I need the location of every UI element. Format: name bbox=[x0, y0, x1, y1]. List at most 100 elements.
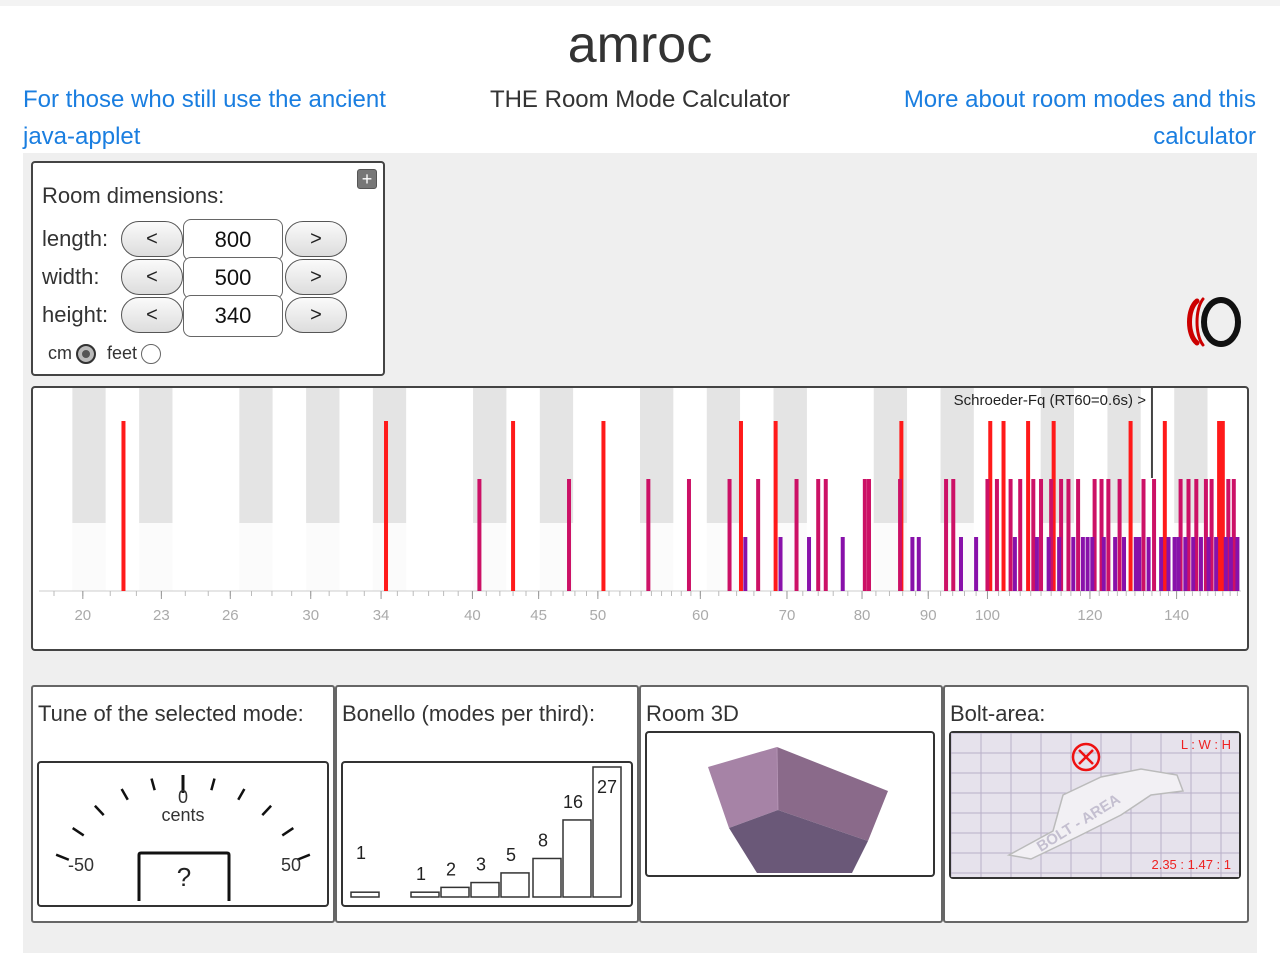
mode-bar-oblique[interactable] bbox=[1071, 537, 1076, 591]
mode-bar-tangential[interactable] bbox=[794, 479, 799, 591]
mode-bar-tangential[interactable] bbox=[1099, 479, 1104, 591]
mode-bar-oblique[interactable] bbox=[1235, 537, 1240, 591]
mode-bar-tangential[interactable] bbox=[567, 479, 572, 591]
mode-bar-axial[interactable] bbox=[1162, 421, 1167, 591]
mode-bar-tangential[interactable] bbox=[727, 479, 732, 591]
length-increase-button[interactable]: > bbox=[285, 221, 347, 257]
mode-bar-oblique[interactable] bbox=[1101, 537, 1106, 591]
mode-bar-tangential[interactable] bbox=[816, 479, 821, 591]
mode-bar-tangential[interactable] bbox=[1066, 479, 1071, 591]
feet-radio[interactable] bbox=[141, 344, 162, 365]
mode-bar-oblique[interactable] bbox=[910, 537, 915, 591]
mode-bar-oblique[interactable] bbox=[1012, 537, 1017, 591]
mode-bar-oblique[interactable] bbox=[1206, 537, 1211, 591]
mode-bar-tangential[interactable] bbox=[1152, 479, 1157, 591]
mode-bar-tangential[interactable] bbox=[1018, 479, 1023, 591]
mode-bar-tangential[interactable] bbox=[1039, 479, 1044, 591]
length-decrease-button[interactable]: < bbox=[121, 221, 183, 257]
mode-bar-oblique[interactable] bbox=[1137, 537, 1142, 591]
mode-bar-oblique[interactable] bbox=[1214, 537, 1219, 591]
mode-bar-oblique[interactable] bbox=[1133, 537, 1138, 591]
height-input[interactable]: 340 bbox=[183, 295, 283, 337]
mode-bar-tangential[interactable] bbox=[944, 479, 949, 591]
mode-bar-tangential[interactable] bbox=[1209, 479, 1214, 591]
mode-bar-oblique[interactable] bbox=[1146, 537, 1151, 591]
mode-bar-oblique[interactable] bbox=[1191, 537, 1196, 591]
mode-bar-oblique[interactable] bbox=[1183, 537, 1188, 591]
mode-bar-tangential[interactable] bbox=[985, 479, 990, 591]
mode-bar-oblique[interactable] bbox=[1034, 537, 1039, 591]
mode-bar-tangential[interactable] bbox=[1231, 479, 1236, 591]
mode-bar-oblique[interactable] bbox=[1122, 537, 1127, 591]
mode-bar-oblique[interactable] bbox=[916, 537, 921, 591]
mode-bar-oblique[interactable] bbox=[1080, 537, 1085, 591]
room-mode-chart[interactable]: 20 23 26 30 34 40 45 50 60 70 80 90 100 120 140 Schroe… bbox=[31, 386, 1249, 651]
width-increase-button[interactable]: > bbox=[285, 259, 347, 295]
more-about-link[interactable]: More about room modes and this calculato… bbox=[903, 86, 1256, 150]
mode-bar-oblique[interactable] bbox=[1046, 537, 1051, 591]
mode-bar-oblique[interactable] bbox=[958, 537, 963, 591]
mode-bar-axial[interactable] bbox=[1051, 421, 1056, 591]
cm-radio[interactable] bbox=[76, 344, 96, 365]
mode-bar-oblique[interactable] bbox=[1223, 537, 1228, 591]
mode-bar-tangential[interactable] bbox=[1008, 479, 1013, 591]
mode-bar-oblique[interactable] bbox=[1172, 537, 1177, 591]
mode-bar-tangential[interactable] bbox=[1141, 479, 1146, 591]
mode-bar-oblique[interactable] bbox=[1090, 537, 1095, 591]
mode-bar-oblique[interactable] bbox=[1057, 537, 1062, 591]
mode-bar-tangential[interactable] bbox=[1117, 479, 1122, 591]
mode-bar-axial[interactable] bbox=[1026, 421, 1031, 591]
length-input[interactable]: 800 bbox=[183, 219, 283, 261]
mode-bar-tangential[interactable] bbox=[646, 479, 651, 591]
mode-bar-axial[interactable] bbox=[773, 421, 778, 591]
mode-bar-axial[interactable] bbox=[1220, 421, 1225, 591]
mode-bar-oblique[interactable] bbox=[743, 537, 748, 591]
width-decrease-button[interactable]: < bbox=[121, 259, 183, 295]
mode-bar-tangential[interactable] bbox=[994, 479, 999, 591]
mode-bar-tangential[interactable] bbox=[1186, 479, 1191, 591]
mode-bar-tangential[interactable] bbox=[1092, 479, 1097, 591]
mode-bar-axial[interactable] bbox=[988, 421, 993, 591]
mode-bar-axial[interactable] bbox=[738, 421, 743, 591]
mode-bar-oblique[interactable] bbox=[1166, 537, 1171, 591]
mode-bar-tangential[interactable] bbox=[898, 479, 903, 591]
mode-bar-tangential[interactable] bbox=[1049, 479, 1054, 591]
mode-bar-oblique[interactable] bbox=[807, 537, 812, 591]
mode-bar-axial[interactable] bbox=[601, 421, 606, 591]
mode-bar-tangential[interactable] bbox=[823, 479, 828, 591]
width-input[interactable]: 500 bbox=[183, 257, 283, 299]
mode-bar-tangential[interactable] bbox=[756, 479, 761, 591]
mode-bar-oblique[interactable] bbox=[1085, 537, 1090, 591]
mode-bar-tangential[interactable] bbox=[477, 479, 482, 591]
mode-bar-tangential[interactable] bbox=[1178, 479, 1183, 591]
mode-bar-axial[interactable] bbox=[1001, 421, 1006, 591]
mode-bar-axial[interactable] bbox=[511, 421, 516, 591]
mode-bar-oblique[interactable] bbox=[1198, 537, 1203, 591]
mode-bar-tangential[interactable] bbox=[1194, 479, 1199, 591]
mode-bar-tangential[interactable] bbox=[1031, 479, 1036, 591]
mode-bar-axial[interactable] bbox=[384, 421, 389, 591]
mode-bar-tangential[interactable] bbox=[1203, 479, 1208, 591]
room3d-view[interactable] bbox=[645, 731, 935, 877]
mode-bar-oblique[interactable] bbox=[1113, 537, 1118, 591]
mode-bar-oblique[interactable] bbox=[1228, 537, 1233, 591]
mode-bar-oblique[interactable] bbox=[1159, 537, 1164, 591]
mode-bar-oblique[interactable] bbox=[778, 537, 783, 591]
mode-bar-tangential[interactable] bbox=[1106, 479, 1111, 591]
mode-bar-tangential[interactable] bbox=[1226, 479, 1231, 591]
expand-icon[interactable]: + bbox=[357, 169, 377, 189]
height-decrease-button[interactable]: < bbox=[121, 297, 183, 333]
mode-bar-axial[interactable] bbox=[121, 421, 126, 591]
java-applet-link[interactable]: For those who still use the ancient java… bbox=[23, 86, 386, 150]
mode-bar-axial[interactable] bbox=[1217, 421, 1222, 591]
mode-bar-tangential[interactable] bbox=[1076, 479, 1081, 591]
mode-bar-axial[interactable] bbox=[1128, 421, 1133, 591]
mode-bar-tangential[interactable] bbox=[867, 479, 872, 591]
mode-bar-tangential[interactable] bbox=[862, 479, 867, 591]
mode-bar-oblique[interactable] bbox=[840, 537, 845, 591]
mode-bar-tangential[interactable] bbox=[951, 479, 956, 591]
mode-bar-tangential[interactable] bbox=[686, 479, 691, 591]
mode-bar-oblique[interactable] bbox=[974, 537, 979, 591]
mode-bar-tangential[interactable] bbox=[1059, 479, 1064, 591]
height-increase-button[interactable]: > bbox=[285, 297, 347, 333]
